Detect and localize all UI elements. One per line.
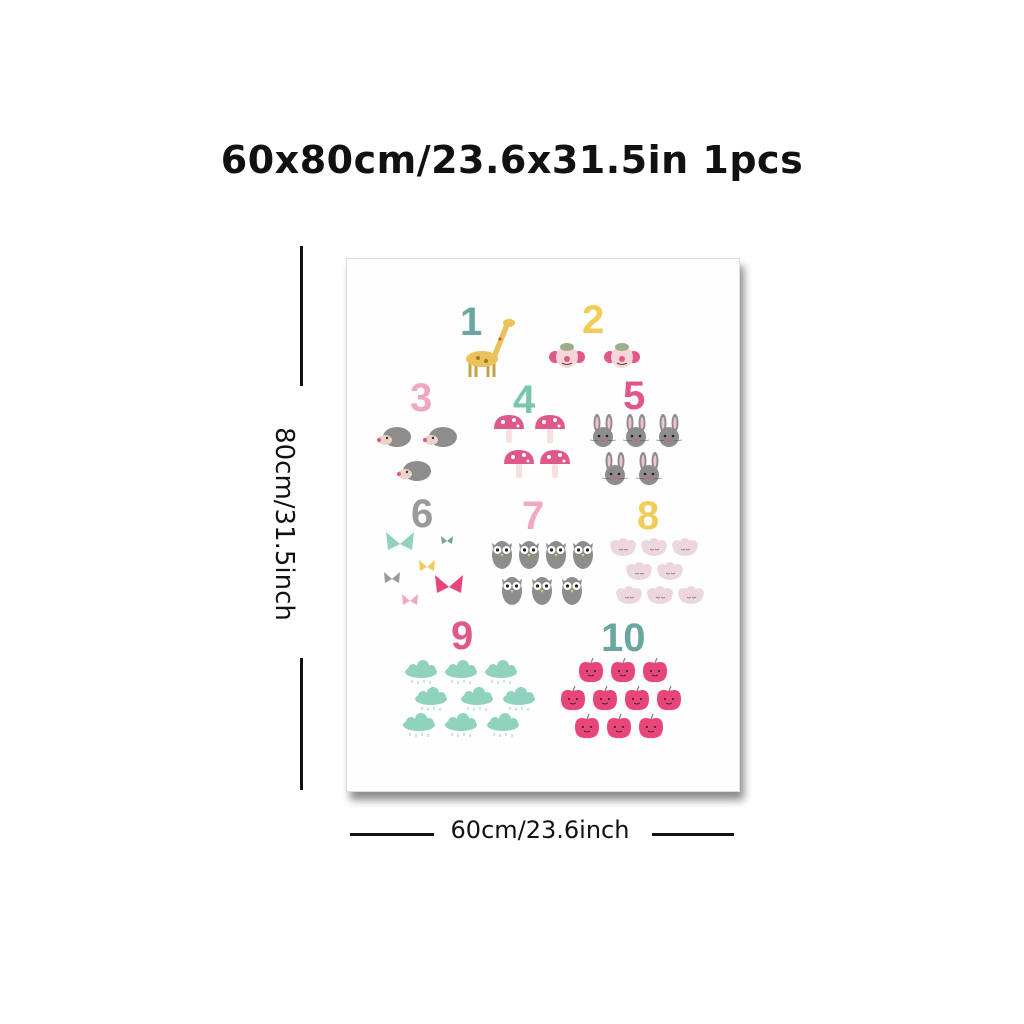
- owl-icon: [502, 577, 522, 605]
- apple-icon: [642, 657, 668, 683]
- apple-icon: [606, 713, 632, 739]
- width-line-right: [652, 833, 734, 836]
- hedgehog-icon: [423, 427, 457, 447]
- owl-icon: [492, 541, 512, 569]
- height-line-top: [300, 246, 303, 386]
- owl-icon: [519, 541, 539, 569]
- bunny-icon: [589, 413, 617, 448]
- owl-icon: [546, 541, 566, 569]
- cloud-icon: [402, 712, 436, 738]
- cloud-icon: [486, 712, 520, 738]
- sheep-icon: [677, 585, 705, 605]
- mushroom-icon: [494, 415, 524, 443]
- apple-icon: [574, 713, 600, 739]
- apple-icon: [656, 685, 682, 711]
- cloud-icon: [404, 659, 438, 685]
- owl-icon: [532, 577, 552, 605]
- cloud-icon: [460, 686, 494, 712]
- clown-icon: [549, 343, 585, 368]
- butterfly-icon: [441, 536, 453, 544]
- owl-icon: [562, 577, 582, 605]
- giraffe-icon: [466, 319, 515, 377]
- height-label: 80cm/31.5inch: [269, 427, 299, 621]
- cloud-icon: [444, 712, 478, 738]
- cloud-icon: [484, 659, 518, 685]
- bunny-icon: [622, 413, 650, 448]
- number-2: 2: [582, 298, 604, 342]
- butterfly-icon: [435, 575, 463, 593]
- sheep-icon: [656, 561, 684, 581]
- sheep-icon: [625, 561, 653, 581]
- width-label: 60cm/23.6inch: [450, 816, 630, 844]
- butterfly-icon: [419, 560, 435, 571]
- poster-art: 1 2 3 4 5 6 7 8 9 10: [377, 298, 705, 739]
- cloud-icon: [444, 659, 478, 685]
- sheep-icon: [671, 537, 699, 557]
- bunny-icon: [635, 451, 663, 486]
- sheep-icon: [646, 585, 674, 605]
- butterfly-icon: [402, 594, 418, 605]
- number-8: 8: [637, 494, 659, 538]
- apple-icon: [578, 657, 604, 683]
- apple-icon: [592, 685, 618, 711]
- sheep-icon: [640, 537, 668, 557]
- number-9: 9: [451, 614, 473, 658]
- apple-icon: [638, 713, 664, 739]
- height-line-bottom: [300, 658, 303, 790]
- number-1: 1: [460, 300, 482, 344]
- bunny-icon: [655, 413, 683, 448]
- clown-icon: [604, 343, 640, 368]
- hedgehog-icon: [397, 461, 431, 481]
- number-6: 6: [411, 492, 433, 536]
- number-7: 7: [522, 494, 544, 538]
- mushroom-icon: [540, 450, 570, 478]
- number-4: 4: [513, 378, 536, 422]
- apple-icon: [560, 685, 586, 711]
- apple-icon: [610, 657, 636, 683]
- butterfly-icon: [384, 572, 400, 583]
- width-line-left: [350, 833, 434, 836]
- sheep-icon: [615, 585, 643, 605]
- apple-icon: [624, 685, 650, 711]
- number-3: 3: [410, 376, 432, 420]
- owl-icon: [573, 541, 593, 569]
- mushroom-icon: [504, 450, 534, 478]
- bunny-icon: [601, 451, 629, 486]
- page-title: 60x80cm/23.6x31.5in 1pcs: [220, 138, 804, 182]
- sheep-icon: [609, 537, 637, 557]
- number-5: 5: [623, 374, 645, 418]
- cloud-icon: [414, 686, 448, 712]
- hedgehog-icon: [377, 427, 411, 447]
- poster: 1 2 3 4 5 6 7 8 9 10: [346, 258, 740, 792]
- number-10: 10: [601, 616, 646, 660]
- mushroom-icon: [535, 415, 565, 443]
- butterfly-icon: [386, 532, 414, 550]
- cloud-icon: [502, 686, 536, 712]
